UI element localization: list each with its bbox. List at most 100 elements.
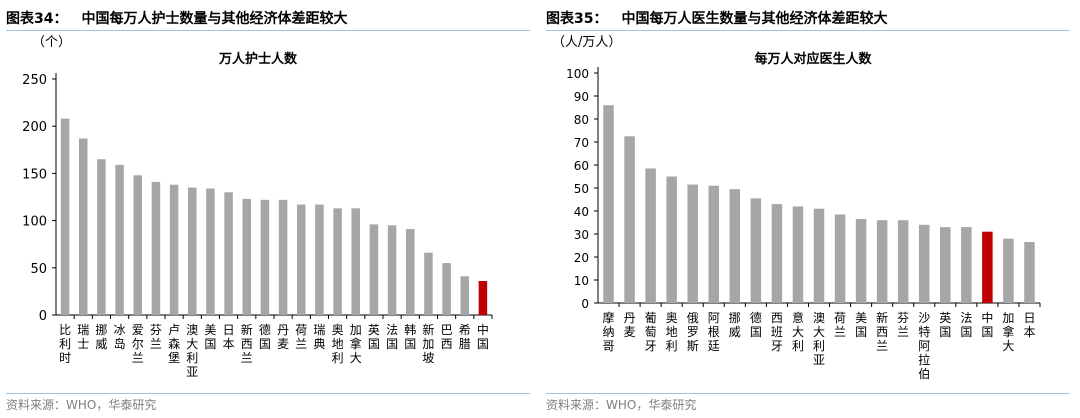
bar-nurses <box>369 224 379 315</box>
bar-nurses <box>406 229 415 315</box>
figure-34-panel: 图表34： 中国每万人护士数量与其他经济体差距较大 万人护士人数 （个） 0 50 100… <box>6 8 530 412</box>
bar-nurses <box>460 276 469 315</box>
x-tick-label: 希腊 <box>459 322 471 351</box>
x-tick-label: 澳大利亚 <box>813 311 825 367</box>
bar-nurses <box>260 199 270 315</box>
bar-nurses <box>278 199 288 315</box>
bar-doctors <box>918 224 930 303</box>
x-tick-label: 新西兰 <box>876 310 888 353</box>
bar-nurses <box>206 188 215 315</box>
figure-35-caption: 中国每万人医生数量与其他经济体差距较大 <box>621 11 888 27</box>
x-tick-label: 挪威 <box>95 323 107 351</box>
x-tick-label: 葡萄牙 <box>645 311 657 353</box>
y-tick-label: 100 <box>566 67 589 81</box>
x-tick-label: 挪威 <box>729 311 741 339</box>
x-tick-label: 日本 <box>223 323 235 351</box>
bar-doctors <box>813 208 825 303</box>
unit-label: （人/万人） <box>552 35 621 50</box>
y-tick-label: 150 <box>22 167 47 182</box>
y-tick-label: 100 <box>22 215 47 230</box>
bar-doctors <box>708 185 720 303</box>
x-tick-label: 丹麦 <box>277 323 289 351</box>
figure-35-bottom-rule <box>546 393 1070 394</box>
figure-35-title: 图表35： 中国每万人医生数量与其他经济体差距较大 <box>546 8 887 28</box>
bar-nurses <box>442 263 451 315</box>
x-tick-label: 中国 <box>981 310 993 339</box>
bar-nurses <box>242 198 251 315</box>
figure-35-top-rule <box>546 30 1070 31</box>
y-tick-label: 60 <box>574 159 589 173</box>
bar-doctors <box>792 206 804 303</box>
bar-nurses <box>60 118 70 315</box>
x-tick-label: 荷兰 <box>834 311 846 339</box>
bar-doctors <box>982 231 993 303</box>
bar-doctors <box>940 227 951 303</box>
x-tick-label: 法国 <box>386 323 398 351</box>
y-tick-label: 90 <box>574 90 589 104</box>
bar-doctors <box>876 220 888 303</box>
doctors-bar-chart: 每万人对应医生人数 （人/万人） 0 10 20 30 40 50 60 70 80 90 100 摩纳哥… <box>552 35 1041 381</box>
bar-nurses <box>424 252 433 315</box>
nurses-bar-chart: 万人护士人数 （个） 0 50 100 150 200 250 比利时瑞士挪威冰岛爱尔兰芬兰卢森… <box>22 35 493 379</box>
bar-nurses <box>133 175 142 315</box>
figure-35-source: 资料来源：WHO，华泰研究 <box>546 398 697 412</box>
x-tick-label: 意大利 <box>792 310 804 353</box>
bar-nurses <box>297 204 306 315</box>
bar-doctors <box>897 220 909 303</box>
x-tick-label: 卢森堡 <box>168 322 180 365</box>
bar-doctors <box>624 136 635 303</box>
x-tick-label: 阿根廷 <box>708 311 720 353</box>
bar-nurses <box>333 208 342 315</box>
bar-nurses <box>151 181 161 315</box>
bar-doctors <box>834 214 846 303</box>
bar-nurses <box>169 184 179 315</box>
x-tick-label: 美国 <box>204 323 216 351</box>
bar-doctors <box>666 176 677 303</box>
x-tick-label: 日本 <box>1023 311 1035 339</box>
figure-34-source: 资料来源：WHO，华泰研究 <box>6 398 157 412</box>
x-tick-label: 芬兰 <box>150 323 162 351</box>
chart-title: 万人护士人数 <box>218 51 298 67</box>
y-tick-label: 0 <box>581 297 589 311</box>
bar-doctors <box>729 189 741 303</box>
y-tick-label: 80 <box>574 113 589 127</box>
x-tick-label: 西班牙 <box>771 311 783 353</box>
y-tick-label: 10 <box>574 274 589 288</box>
x-tick-label: 加拿大 <box>350 323 362 365</box>
x-tick-label: 德国 <box>259 322 271 351</box>
y-tick-label: 0 <box>39 309 47 324</box>
bar-doctors <box>687 184 698 303</box>
bar-nurses <box>224 192 233 315</box>
bar-doctors <box>645 168 656 303</box>
bar-nurses <box>351 208 360 315</box>
x-tick-label: 新加坡 <box>422 322 434 365</box>
figure-34-bottom-rule <box>6 393 530 394</box>
y-tick-label: 40 <box>574 205 589 219</box>
bar-nurses <box>387 225 397 315</box>
x-tick-label: 英国 <box>939 311 951 339</box>
x-tick-label: 中国 <box>477 322 489 351</box>
y-tick-label: 50 <box>30 262 47 277</box>
x-tick-label: 芬兰 <box>897 311 909 339</box>
x-tick-label: 德国 <box>750 310 762 339</box>
figure-34-title: 图表34： 中国每万人护士数量与其他经济体差距较大 <box>6 8 347 28</box>
figure-34-top-rule <box>6 30 530 31</box>
figure-34-label: 图表34： <box>6 11 68 27</box>
x-tick-label: 韩国 <box>404 322 416 351</box>
y-tick-label: 250 <box>22 73 47 88</box>
unit-label: （个） <box>32 35 71 50</box>
x-tick-label: 瑞士 <box>77 323 89 351</box>
chart-title: 每万人对应医生人数 <box>754 51 872 67</box>
x-tick-label: 瑞典 <box>313 323 325 351</box>
x-tick-label: 爱尔兰 <box>132 323 144 365</box>
x-tick-label: 荷兰 <box>295 323 307 351</box>
x-tick-label: 比利时 <box>59 323 71 365</box>
bar-nurses <box>79 138 88 315</box>
x-tick-label: 美国 <box>855 311 867 339</box>
bar-nurses <box>97 159 106 315</box>
bar-nurses <box>115 164 124 315</box>
x-tick-label: 奥地利 <box>332 323 344 365</box>
y-tick-label: 200 <box>22 120 47 135</box>
y-tick-label: 70 <box>574 136 589 150</box>
figure-35-panel: 图表35： 中国每万人医生数量与其他经济体差距较大 每万人对应医生人数 （人/万人）… <box>540 0 1080 418</box>
